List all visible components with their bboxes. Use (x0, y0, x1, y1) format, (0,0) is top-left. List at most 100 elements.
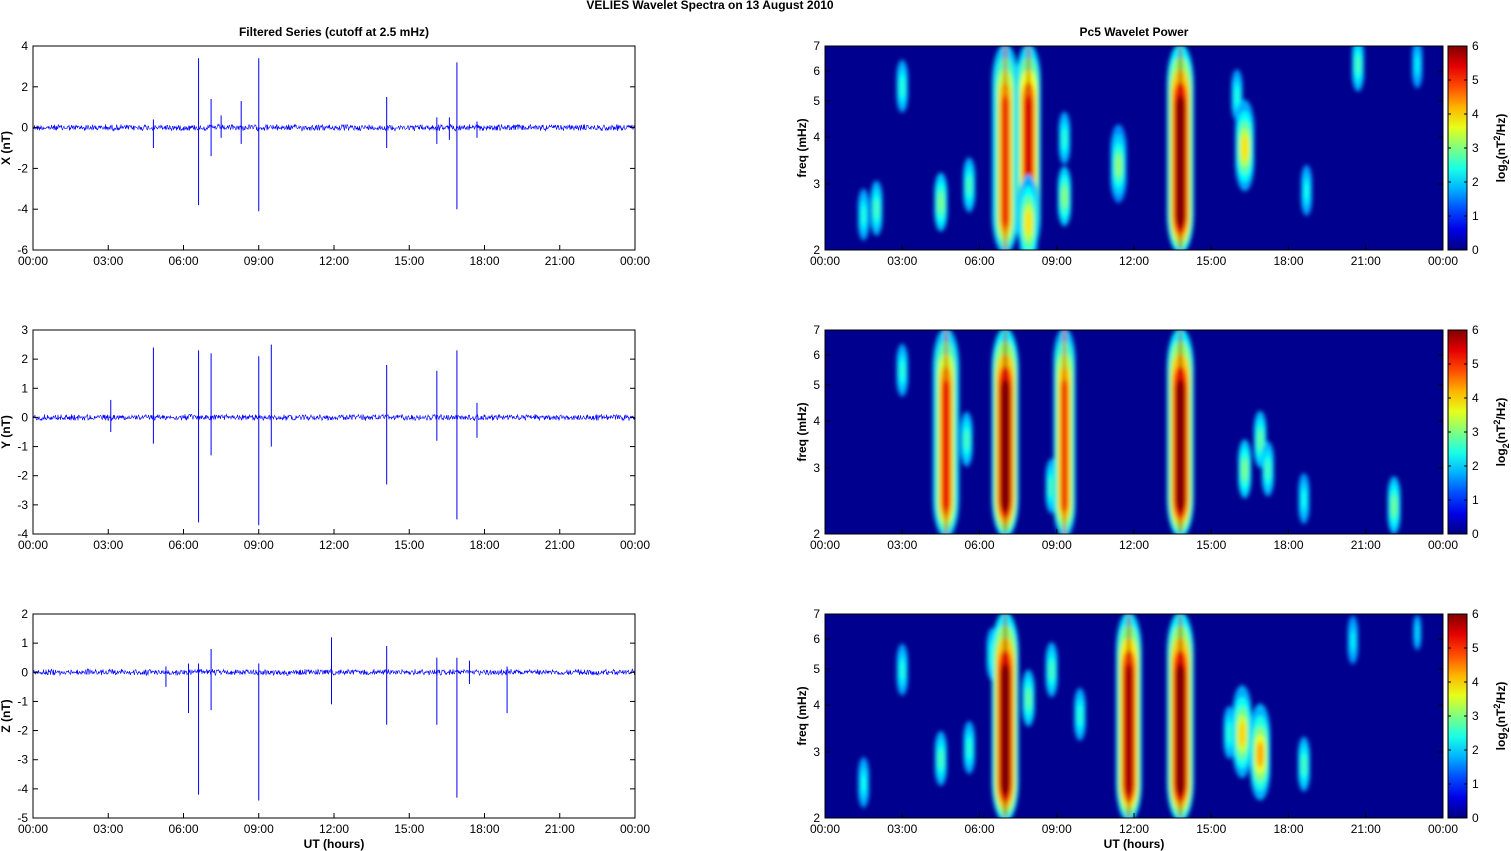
colorbar-tick-label: 2 (1472, 175, 1479, 189)
wavelet-power-blob (1257, 430, 1263, 450)
y-tick-label: 3 (813, 745, 820, 759)
y-tick-label: -6 (17, 243, 28, 257)
wavelet-power-blob (1350, 632, 1356, 650)
x-tick-label: 00:00 (18, 254, 48, 268)
wavelet-power-blob (1391, 496, 1397, 517)
x-tick-label: 03:00 (887, 254, 917, 268)
y-tick-label: 4 (813, 414, 820, 428)
x-tick-label: 21:00 (1351, 538, 1381, 552)
x-tick-label: 21:00 (545, 822, 575, 836)
y-tick-label: -2 (17, 469, 28, 483)
x-tick-label: 03:00 (93, 254, 123, 268)
wavelet-power-blob (966, 176, 972, 196)
x-tick-label: 03:00 (93, 538, 123, 552)
x-tick-label: 09:00 (244, 822, 274, 836)
x-tick-label: 00:00 (1428, 254, 1458, 268)
y-tick-label: 3 (813, 461, 820, 475)
y-tick-label: -2 (17, 724, 28, 738)
x-tick-label: 09:00 (1042, 538, 1072, 552)
colorbar-tick-label: 0 (1472, 243, 1479, 257)
x-tick-label: 15:00 (1196, 538, 1226, 552)
colorbar-tick-label: 2 (1472, 743, 1479, 757)
figure-title: VELIES Wavelet Spectra on 13 August 2010 (586, 0, 834, 12)
y-axis-label: Z (nT) (0, 699, 13, 732)
x-tick-label: 06:00 (964, 254, 994, 268)
x-tick-label: 00:00 (810, 822, 840, 836)
colorbar-tick-label: 5 (1472, 73, 1479, 87)
colorbar-tick-label: 6 (1472, 39, 1479, 53)
wavelet-power-blob (966, 739, 972, 758)
x-tick-label: 21:00 (1351, 822, 1381, 836)
wavelet-power-blob (1062, 129, 1067, 148)
y-tick-label: 6 (813, 64, 820, 78)
plot-area (33, 614, 635, 818)
wavelet-power-blob (1265, 460, 1271, 480)
y-tick-label: -5 (17, 811, 28, 825)
y-tick-label: 7 (813, 39, 820, 53)
wavelet-power-blob (1049, 661, 1055, 680)
heatmap-cells (896, 330, 1401, 534)
x-tick-label: 18:00 (1273, 254, 1303, 268)
heatmap-background (825, 46, 1443, 250)
x-tick-label: 18:00 (1273, 822, 1303, 836)
x-tick-label: 06:00 (168, 254, 198, 268)
wavelet-power-blob (1241, 135, 1249, 160)
y-tick-label: 2 (813, 243, 820, 257)
series-trace (32, 123, 636, 132)
colorbar-tick-label: 4 (1472, 391, 1479, 405)
y-tick-label: 2 (21, 607, 28, 621)
wavelet-power-blob (1077, 706, 1083, 725)
y-tick-label: -3 (17, 753, 28, 767)
colorbar-tick-label: 1 (1472, 493, 1479, 507)
wavelet-power-blob (1304, 182, 1309, 200)
colorbar-tick-label: 1 (1472, 777, 1479, 791)
x-tick-label: 21:00 (1351, 254, 1381, 268)
x-tick-label: 21:00 (545, 254, 575, 268)
panel-wavelet-1: 2 3 4 5 6 7 0 1 2 3 4 5 6 log2(nT2/Hz) 00:00 03:00 06:00… (795, 25, 1511, 268)
panels: -6 -4 -2 0 2 4 00:00 03:00 06:00 09:00 12:00 15:00 1… (0, 25, 1511, 851)
series-trace (32, 413, 636, 422)
y-tick-label: 2 (813, 527, 820, 541)
y-tick-label: 4 (813, 698, 820, 712)
y-tick-label: 2 (813, 811, 820, 825)
x-tick-label: 18:00 (469, 254, 499, 268)
wavelet-power-blob (1061, 186, 1068, 208)
x-tick-label: 09:00 (1042, 822, 1072, 836)
y-axis-label: freq (mHz) (795, 402, 809, 461)
colorbar-tick-label: 0 (1472, 527, 1479, 541)
wavelet-power-blob (1234, 87, 1240, 105)
x-tick-label: 15:00 (394, 538, 424, 552)
x-tick-label: 12:00 (1119, 538, 1149, 552)
y-tick-label: 5 (813, 662, 820, 676)
wavelet-power-blob (899, 361, 905, 381)
x-tick-label: 18:00 (469, 822, 499, 836)
y-tick-label: -4 (17, 202, 28, 216)
colorbar-tick-label: 5 (1472, 641, 1479, 655)
y-tick-label: 7 (813, 323, 820, 337)
x-tick-label: 15:00 (394, 822, 424, 836)
x-tick-label: 03:00 (887, 822, 917, 836)
y-tick-label: 6 (813, 348, 820, 362)
colorbar-label: log2(nT2/Hz) (1492, 398, 1511, 467)
colorbar-label: log2(nT2/Hz) (1492, 114, 1511, 183)
y-tick-label: 4 (813, 130, 820, 144)
x-tick-label: 00:00 (810, 538, 840, 552)
x-tick-label: 03:00 (93, 822, 123, 836)
x-tick-label: 00:00 (1428, 538, 1458, 552)
x-tick-label: 06:00 (168, 538, 198, 552)
y-tick-label: 7 (813, 607, 820, 621)
y-tick-label: 0 (21, 665, 28, 679)
wavelet-power-blob (1301, 490, 1307, 508)
x-tick-label: 12:00 (1119, 254, 1149, 268)
y-tick-label: -3 (17, 498, 28, 512)
x-tick-label: 06:00 (168, 822, 198, 836)
wavelet-power-blob (1301, 755, 1307, 775)
x-tick-label: 12:00 (319, 538, 349, 552)
x-tick-label: 15:00 (1196, 254, 1226, 268)
colorbar-tick-label: 3 (1472, 709, 1479, 723)
wavelet-power-blob (861, 206, 867, 225)
x-tick-label: 00:00 (18, 538, 48, 552)
y-tick-label: 5 (813, 378, 820, 392)
x-tick-label: 12:00 (319, 822, 349, 836)
x-tick-label: 12:00 (1119, 822, 1149, 836)
